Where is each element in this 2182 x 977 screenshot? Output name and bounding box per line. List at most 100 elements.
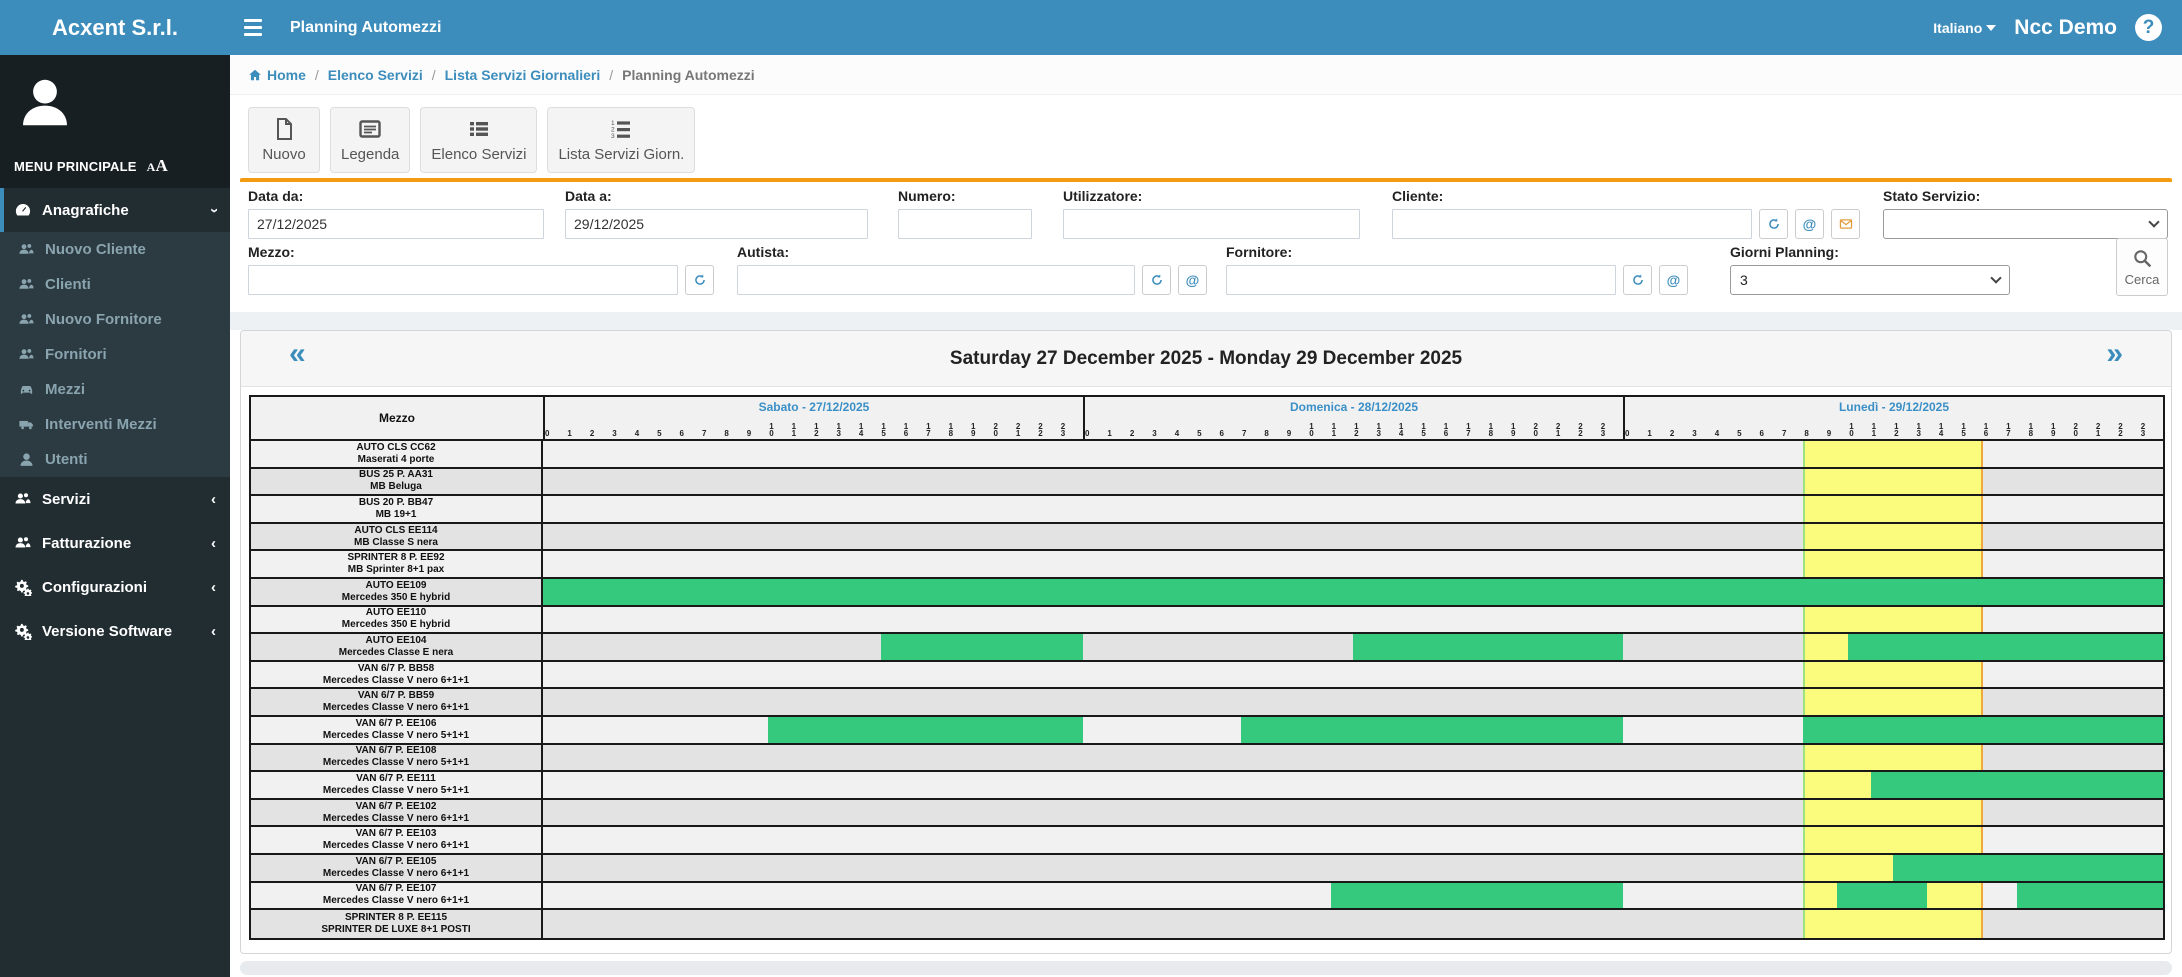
vehicle-description: Mercedes Classe V nero 6+1+1 xyxy=(323,868,469,880)
schedule-lane[interactable] xyxy=(543,883,2163,909)
font-size-icon[interactable]: AA xyxy=(147,156,168,176)
schedule-lane[interactable] xyxy=(543,469,2163,495)
horizontal-scrollbar[interactable] xyxy=(240,961,2172,975)
utilizzatore-input[interactable] xyxy=(1063,209,1360,239)
autista-input[interactable] xyxy=(737,265,1135,295)
vehicle-cell[interactable]: VAN 6/7 P. EE105Mercedes Classe V nero 6… xyxy=(251,855,543,881)
sidebar-item-servizi[interactable]: Servizi‹ xyxy=(0,477,230,521)
booking-bar[interactable] xyxy=(1331,883,1624,909)
language-dropdown[interactable]: Italiano xyxy=(1933,20,1996,36)
booking-bar[interactable] xyxy=(881,634,1084,660)
schedule-lane[interactable] xyxy=(543,910,2163,938)
fornitore-at-button[interactable]: @ xyxy=(1659,265,1688,295)
booking-bar[interactable] xyxy=(543,579,2163,605)
vehicle-cell[interactable]: AUTO EE104Mercedes Classe E nera xyxy=(251,634,543,660)
vehicle-cell[interactable]: AUTO CLS CC62Maserati 4 porte xyxy=(251,441,543,467)
vehicle-cell[interactable]: AUTO EE110Mercedes 350 E hybrid xyxy=(251,607,543,633)
fornitore-refresh-button[interactable] xyxy=(1623,265,1652,295)
schedule-lane[interactable] xyxy=(543,772,2163,798)
booking-bar[interactable] xyxy=(1353,634,1623,660)
vehicle-cell[interactable]: VAN 6/7 P. EE107Mercedes Classe V nero 6… xyxy=(251,883,543,909)
data-a-input[interactable] xyxy=(565,209,868,239)
vehicle-cell[interactable]: VAN 6/7 P. EE108Mercedes Classe V nero 5… xyxy=(251,745,543,771)
autista-refresh-button[interactable] xyxy=(1142,265,1171,295)
sidebar-item-configurazioni[interactable]: Configurazioni‹ xyxy=(0,565,230,609)
cliente-at-button[interactable]: @ xyxy=(1795,209,1824,239)
data-da-input[interactable] xyxy=(248,209,544,239)
cliente-mail-button[interactable] xyxy=(1831,209,1860,239)
schedule-lane[interactable] xyxy=(543,607,2163,633)
vehicle-cell[interactable]: VAN 6/7 P. EE103Mercedes Classe V nero 6… xyxy=(251,827,543,853)
next-period-button[interactable]: » xyxy=(2106,339,2123,369)
sidebar-subitem-utenti[interactable]: Utenti xyxy=(0,442,230,477)
schedule-lane[interactable] xyxy=(543,579,2163,605)
help-icon[interactable]: ? xyxy=(2135,14,2162,41)
schedule-lane[interactable] xyxy=(543,717,2163,743)
booking-bar[interactable] xyxy=(1848,634,2163,660)
sidebar-subitem-nuovo-fornitore[interactable]: Nuovo Fornitore xyxy=(0,302,230,337)
breadcrumb-item-home[interactable]: Home xyxy=(248,67,306,83)
vehicle-cell[interactable]: VAN 6/7 P. EE102Mercedes Classe V nero 6… xyxy=(251,800,543,826)
elenco-servizi-button[interactable]: Elenco Servizi xyxy=(420,107,537,173)
booking-bar[interactable] xyxy=(1837,883,1927,909)
lista-servizi-giorn--button[interactable]: Lista Servizi Giorn. xyxy=(547,107,695,173)
vehicle-cell[interactable]: AUTO EE109Mercedes 350 E hybrid xyxy=(251,579,543,605)
nuovo-button[interactable]: Nuovo xyxy=(248,107,320,173)
hour-tick: 18 xyxy=(949,423,971,437)
breadcrumb-item-lista-servizi-giornalieri[interactable]: Lista Servizi Giornalieri xyxy=(445,67,601,83)
schedule-lane[interactable] xyxy=(543,689,2163,715)
mezzo-refresh-button[interactable] xyxy=(685,265,714,295)
booking-bar[interactable] xyxy=(1803,717,2163,743)
schedule-lane[interactable] xyxy=(543,800,2163,826)
sidebar-subitem-fornitori[interactable]: Fornitori xyxy=(0,337,230,372)
schedule-lane[interactable] xyxy=(543,551,2163,577)
schedule-lane[interactable] xyxy=(543,745,2163,771)
schedule-lane[interactable] xyxy=(543,827,2163,853)
vehicle-cell[interactable]: BUS 20 P. BB47MB 19+1 xyxy=(251,496,543,522)
schedule-lane[interactable] xyxy=(543,496,2163,522)
numero-input[interactable] xyxy=(898,209,1032,239)
schedule-lane[interactable] xyxy=(543,524,2163,550)
vehicle-cell[interactable]: VAN 6/7 P. BB59Mercedes Classe V nero 6+… xyxy=(251,689,543,715)
vehicle-cell[interactable]: AUTO CLS EE114MB Classe S nera xyxy=(251,524,543,550)
hour-tick: 15 xyxy=(1961,423,1983,437)
sidebar-item-fatturazione[interactable]: Fatturazione‹ xyxy=(0,521,230,565)
schedule-lane[interactable] xyxy=(543,441,2163,467)
cliente-input[interactable] xyxy=(1392,209,1752,239)
sidebar-item-anagrafiche[interactable]: Anagrafiche‹ xyxy=(0,188,230,232)
autista-at-button[interactable]: @ xyxy=(1178,265,1207,295)
vehicle-cell[interactable]: BUS 25 P. AA31MB Beluga xyxy=(251,469,543,495)
vehicle-cell[interactable]: SPRINTER 8 P. EE92MB Sprinter 8+1 pax xyxy=(251,551,543,577)
booking-bar[interactable] xyxy=(1893,855,2163,881)
schedule-lane[interactable] xyxy=(543,662,2163,688)
schedule-lane[interactable] xyxy=(543,855,2163,881)
brand-logo[interactable]: Acxent S.r.l. xyxy=(0,0,230,55)
sidebar-item-versione-software[interactable]: Versione Software‹ xyxy=(0,609,230,653)
vehicle-cell[interactable]: VAN 6/7 P. BB58Mercedes Classe V nero 6+… xyxy=(251,662,543,688)
sidebar-subitem-mezzi[interactable]: Mezzi xyxy=(0,372,230,407)
prev-period-button[interactable]: « xyxy=(289,339,306,369)
vehicle-cell[interactable]: SPRINTER 8 P. EE115SPRINTER DE LUXE 8+1 … xyxy=(251,910,543,938)
vehicle-cell[interactable]: VAN 6/7 P. EE106Mercedes Classe V nero 5… xyxy=(251,717,543,743)
booking-bar[interactable] xyxy=(2017,883,2163,909)
sidebar-subitem-interventi-mezzi[interactable]: Interventi Mezzi xyxy=(0,407,230,442)
cerca-button[interactable]: Cerca xyxy=(2116,238,2168,296)
sidebar-subitem-clienti[interactable]: Clienti xyxy=(0,267,230,302)
cliente-refresh-button[interactable] xyxy=(1759,209,1788,239)
fornitore-input[interactable] xyxy=(1226,265,1616,295)
schedule-lane[interactable] xyxy=(543,634,2163,660)
breadcrumb-item-elenco-servizi[interactable]: Elenco Servizi xyxy=(328,67,423,83)
mezzo-input[interactable] xyxy=(248,265,678,295)
sidebar-toggle-icon[interactable] xyxy=(230,0,276,55)
booking-bar[interactable] xyxy=(1871,772,2164,798)
giorni-planning-select[interactable]: 3 xyxy=(1730,265,2010,295)
stato-servizio-select[interactable] xyxy=(1883,209,2168,239)
user-menu[interactable]: Ncc Demo xyxy=(2014,16,2117,40)
booking-bar[interactable] xyxy=(1241,717,1624,743)
booking-bar[interactable] xyxy=(768,717,1083,743)
hour-tick: 22 xyxy=(2118,423,2140,437)
vehicle-cell[interactable]: VAN 6/7 P. EE111Mercedes Classe V nero 5… xyxy=(251,772,543,798)
legenda-button[interactable]: Legenda xyxy=(330,107,410,173)
sidebar-subitem-nuovo-cliente[interactable]: Nuovo Cliente xyxy=(0,232,230,267)
planning-panel: « Saturday 27 December 2025 - Monday 29 … xyxy=(240,330,2172,954)
